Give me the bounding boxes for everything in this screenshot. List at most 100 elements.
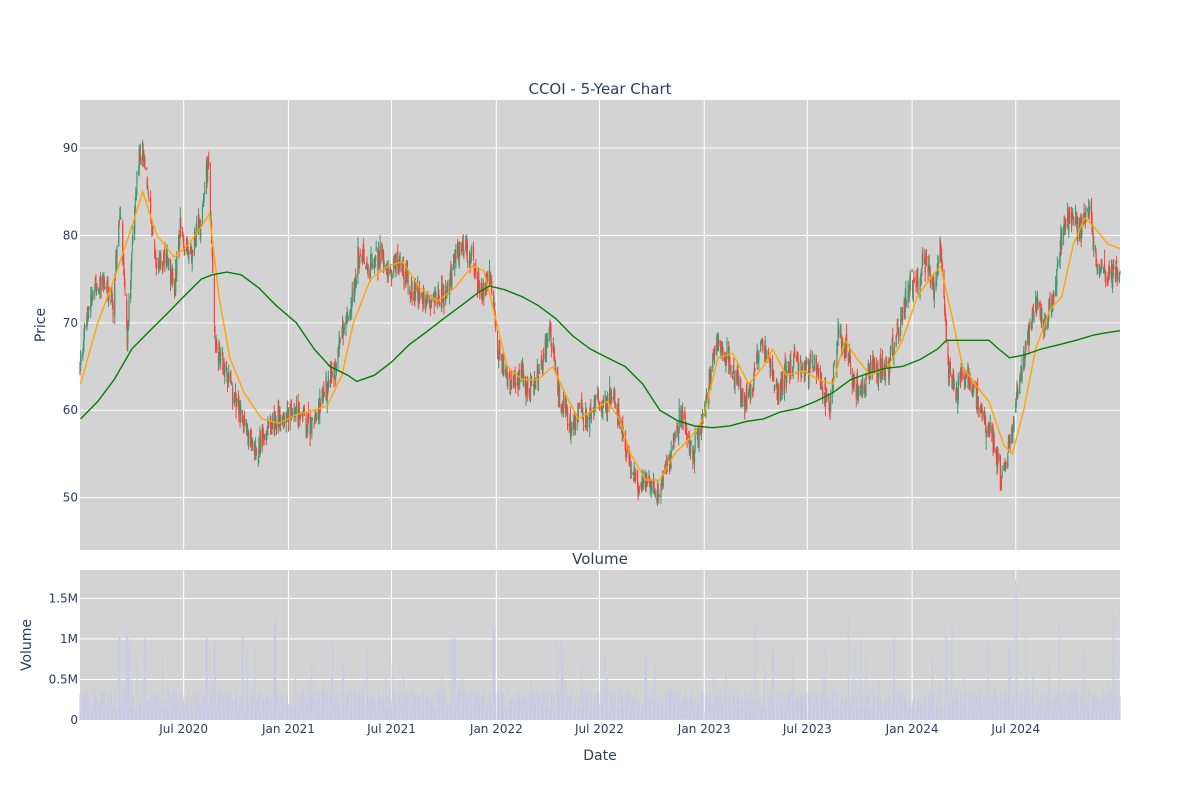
volume-bar xyxy=(708,705,710,720)
volume-bar xyxy=(756,706,758,720)
volume-bar xyxy=(987,694,989,720)
volume-bar xyxy=(228,691,230,720)
candle-body xyxy=(1116,267,1118,275)
volume-bar xyxy=(865,651,867,720)
volume-bar xyxy=(917,702,919,720)
price-y-tick: 80 xyxy=(63,228,78,242)
volume-bar xyxy=(712,704,714,720)
volume-bar xyxy=(630,703,632,720)
volume-bar xyxy=(92,692,94,720)
volume-bar xyxy=(462,678,464,720)
volume-bar xyxy=(653,689,655,720)
volume-bar xyxy=(541,704,543,720)
volume-bar xyxy=(254,708,256,720)
volume-bar xyxy=(892,705,894,720)
volume-bar xyxy=(871,702,873,720)
volume-bar xyxy=(740,703,742,720)
volume-bar xyxy=(516,693,518,720)
candle-body xyxy=(498,354,500,358)
volume-bar xyxy=(712,704,714,720)
candle-body xyxy=(880,361,882,382)
candle-body xyxy=(322,391,324,400)
volume-bar xyxy=(704,711,706,720)
volume-bar xyxy=(1015,585,1017,720)
volume-bar xyxy=(341,695,343,720)
candle-body xyxy=(737,369,739,381)
volume-bar xyxy=(122,691,124,720)
candle-body xyxy=(1069,215,1071,218)
volume-bar xyxy=(278,706,280,720)
volume-bar xyxy=(1055,693,1057,720)
volume-bar xyxy=(355,690,357,720)
candle-body xyxy=(943,274,945,296)
candle-body xyxy=(753,368,755,371)
candle-body xyxy=(116,245,118,258)
volume-bar xyxy=(375,705,377,720)
candle-body xyxy=(351,290,353,305)
volume-bar xyxy=(317,693,319,720)
volume-bar xyxy=(433,699,435,720)
volume-bar xyxy=(839,699,841,720)
candle-body xyxy=(574,423,577,428)
candle-body xyxy=(331,374,333,377)
volume-bar xyxy=(988,697,990,720)
volume-bar xyxy=(471,703,473,720)
x-tick-labels: Jul 2020 Jan 2021 Jul 2021 Jan 2022 Jul 2022… xyxy=(158,722,1040,736)
volume-bar xyxy=(1056,709,1058,720)
candle-body xyxy=(481,286,483,302)
volume-bar xyxy=(948,711,950,720)
candle-body xyxy=(1003,463,1005,469)
volume-bar xyxy=(493,630,495,720)
volume-bar xyxy=(927,710,929,720)
volume-bar xyxy=(234,711,236,720)
candle-body xyxy=(979,407,981,409)
volume-bar xyxy=(163,708,165,720)
volume-bar xyxy=(1027,697,1029,720)
candle-body xyxy=(625,437,627,452)
volume-bar xyxy=(351,705,353,720)
volume-bar xyxy=(421,709,423,720)
volume-bar xyxy=(373,698,375,720)
volume-bar xyxy=(666,706,668,720)
volume-bar xyxy=(874,694,876,720)
volume-bar xyxy=(645,659,647,720)
candle-body xyxy=(148,198,150,200)
volume-bar xyxy=(469,708,471,720)
volume-bar xyxy=(561,643,563,720)
candle-body xyxy=(443,292,445,306)
candle-body xyxy=(936,280,938,282)
volume-bar xyxy=(500,690,502,720)
volume-bar xyxy=(637,700,639,720)
volume-bar xyxy=(394,689,396,720)
volume-bar xyxy=(742,702,744,720)
candle-body xyxy=(698,428,700,444)
volume-bar xyxy=(585,691,587,720)
volume-bar xyxy=(933,692,935,720)
volume-bar xyxy=(176,689,178,720)
volume-bar xyxy=(187,711,189,720)
volume-bar xyxy=(367,702,369,720)
candle-body xyxy=(1085,207,1087,222)
volume-bar xyxy=(625,710,627,720)
volume-bar xyxy=(754,622,756,720)
volume-bar xyxy=(250,692,252,720)
volume-bar xyxy=(563,692,565,720)
candle-body xyxy=(406,269,409,272)
candle-body xyxy=(827,399,829,401)
volume-bar xyxy=(342,701,344,720)
candle-body xyxy=(1089,206,1091,210)
candle-body xyxy=(899,328,901,337)
volume-bar xyxy=(578,697,580,720)
volume-bar xyxy=(1093,692,1095,720)
volume-bar xyxy=(678,697,680,720)
volume-bar xyxy=(401,705,403,720)
volume-bar xyxy=(937,710,939,720)
volume-bar xyxy=(752,697,754,720)
candle-body xyxy=(869,361,872,375)
candle-body xyxy=(303,409,306,415)
candle-body xyxy=(640,482,643,487)
volume-bar xyxy=(697,705,699,720)
candle-body xyxy=(1071,215,1073,219)
candle-body xyxy=(811,362,814,364)
volume-bar xyxy=(1057,693,1059,720)
